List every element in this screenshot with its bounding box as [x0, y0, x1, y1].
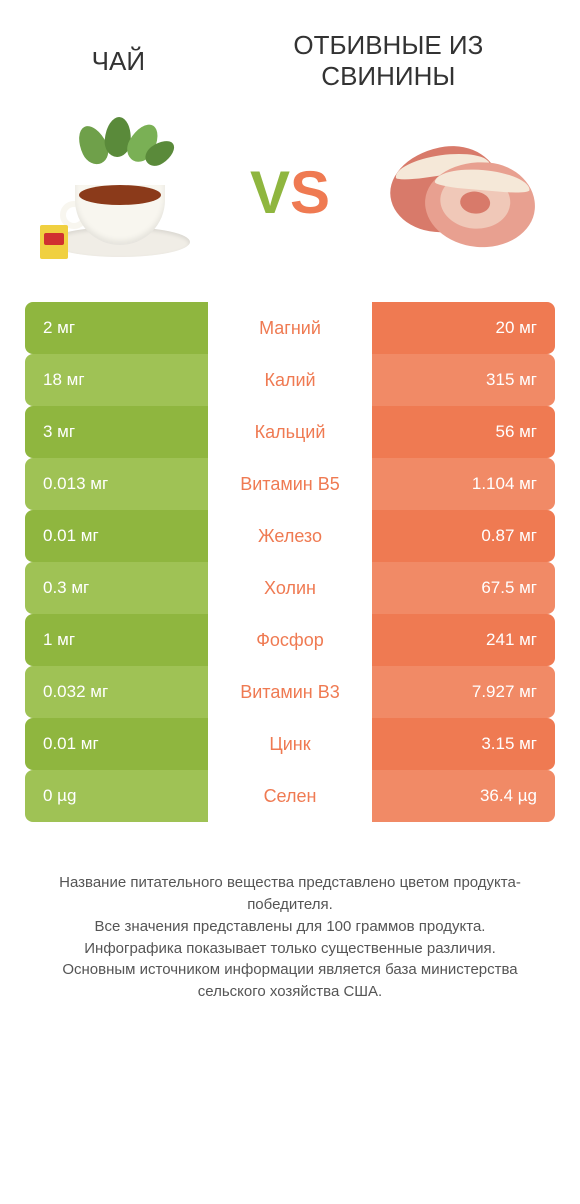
- right-value: 67.5 мг: [372, 562, 555, 614]
- vs-s: S: [290, 159, 330, 226]
- table-row: 18 мгКалий315 мг: [25, 354, 555, 406]
- right-value: 56 мг: [372, 406, 555, 458]
- nutrient-label: Кальций: [208, 406, 373, 458]
- table-row: 0.032 мгВитамин B37.927 мг: [25, 666, 555, 718]
- nutrient-label: Магний: [208, 302, 373, 354]
- porkchop-icon: [380, 127, 540, 257]
- left-value: 0.013 мг: [25, 458, 208, 510]
- left-value: 18 мг: [25, 354, 208, 406]
- left-value: 1 мг: [25, 614, 208, 666]
- table-row: 2 мгМагний20 мг: [25, 302, 555, 354]
- nutrient-label: Железо: [208, 510, 373, 562]
- right-value: 0.87 мг: [372, 510, 555, 562]
- left-value: 2 мг: [25, 302, 208, 354]
- right-value: 3.15 мг: [372, 718, 555, 770]
- nutrient-label: Витамин B5: [208, 458, 373, 510]
- left-value: 3 мг: [25, 406, 208, 458]
- footer-text: Название питательного вещества представл…: [0, 822, 580, 1003]
- header: Чай Отбивные из свинины: [0, 0, 580, 102]
- nutrient-label: Фосфор: [208, 614, 373, 666]
- left-product-title: Чай: [92, 46, 145, 77]
- right-value: 241 мг: [372, 614, 555, 666]
- footer-line: Название питательного вещества представл…: [35, 872, 545, 916]
- nutrient-label: Витамин B3: [208, 666, 373, 718]
- table-row: 1 мгФосфор241 мг: [25, 614, 555, 666]
- footer-line: Все значения представлены для 100 граммо…: [35, 916, 545, 938]
- left-value: 0.01 мг: [25, 510, 208, 562]
- footer-line: Основным источником информации является …: [35, 959, 545, 1003]
- right-value: 315 мг: [372, 354, 555, 406]
- teacup-icon: [40, 117, 200, 267]
- left-value: 0.032 мг: [25, 666, 208, 718]
- left-product-image: [30, 117, 210, 267]
- left-value: 0.3 мг: [25, 562, 208, 614]
- footer-line: Инфографика показывает только существенн…: [35, 938, 545, 960]
- table-row: 0 µgСелен36.4 µg: [25, 770, 555, 822]
- table-row: 0.3 мгХолин67.5 мг: [25, 562, 555, 614]
- table-row: 0.01 мгЦинк3.15 мг: [25, 718, 555, 770]
- table-row: 0.013 мгВитамин B51.104 мг: [25, 458, 555, 510]
- table-row: 3 мгКальций56 мг: [25, 406, 555, 458]
- vs-label: VS: [250, 158, 330, 227]
- right-value: 20 мг: [372, 302, 555, 354]
- table-row: 0.01 мгЖелезо0.87 мг: [25, 510, 555, 562]
- vs-v: V: [250, 159, 290, 226]
- right-product-image: [370, 117, 550, 267]
- images-row: VS: [0, 102, 580, 302]
- right-value: 1.104 мг: [372, 458, 555, 510]
- nutrient-label: Селен: [208, 770, 373, 822]
- comparison-table: 2 мгМагний20 мг18 мгКалий315 мг3 мгКальц…: [0, 302, 580, 822]
- left-value: 0.01 мг: [25, 718, 208, 770]
- right-value: 36.4 µg: [372, 770, 555, 822]
- right-value: 7.927 мг: [372, 666, 555, 718]
- nutrient-label: Холин: [208, 562, 373, 614]
- right-product-title: Отбивные из свинины: [288, 30, 488, 92]
- left-value: 0 µg: [25, 770, 208, 822]
- nutrient-label: Калий: [208, 354, 373, 406]
- nutrient-label: Цинк: [208, 718, 373, 770]
